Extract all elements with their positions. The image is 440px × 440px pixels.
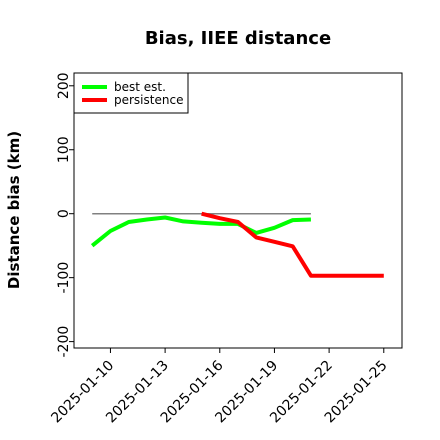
y-axis-label: Distance bias (km) — [5, 131, 23, 289]
chart-title: Bias, IIEE distance — [145, 28, 331, 49]
legend: best est.persistence — [73, 72, 189, 114]
plot-area — [73, 72, 403, 349]
y-tick-label: 100 — [56, 136, 72, 163]
legend-box — [73, 72, 189, 114]
y-tick-label: -200 — [56, 326, 72, 358]
series-line-best-est- — [90, 215, 311, 248]
legend-label: best est. — [114, 80, 166, 94]
y-tick-label: -100 — [56, 262, 72, 294]
series-line-persistence — [201, 211, 384, 278]
y-tick-label: 0 — [56, 209, 72, 218]
y-tick-label: 200 — [56, 72, 72, 99]
legend-label: persistence — [114, 93, 183, 107]
plot-frame — [73, 72, 403, 349]
